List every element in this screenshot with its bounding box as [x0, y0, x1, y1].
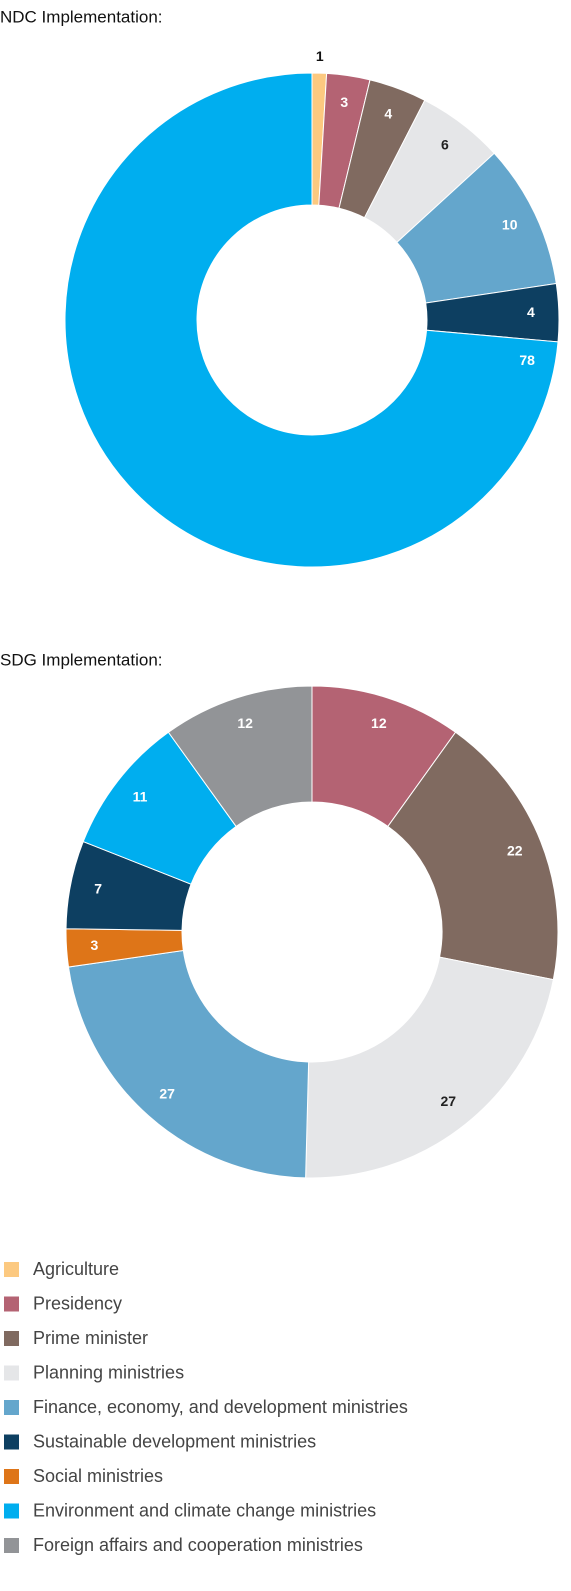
data-label: 4 — [527, 304, 535, 320]
legend-swatch — [4, 1469, 19, 1484]
donut-slice — [387, 731, 559, 981]
data-label: 1 — [316, 48, 324, 64]
data-label: 3 — [340, 94, 348, 110]
legend-label: Agriculture — [33, 1259, 119, 1279]
data-label: 4 — [384, 105, 392, 121]
legend-swatch — [4, 1365, 19, 1381]
data-label: 22 — [507, 843, 523, 859]
data-label: 7 — [94, 881, 102, 897]
data-label: 6 — [441, 137, 449, 153]
donut-slice — [64, 72, 559, 568]
chart-title: SDG Implementation: — [0, 650, 163, 669]
data-label: 12 — [371, 715, 387, 731]
legend-label: Sustainable development ministries — [33, 1431, 316, 1451]
legend-label: Finance, economy, and development minist… — [33, 1397, 408, 1417]
legend-label: Prime minister — [33, 1328, 148, 1348]
data-label: 78 — [519, 352, 535, 368]
data-label: 27 — [159, 1086, 175, 1102]
legend-label: Foreign affairs and cooperation ministri… — [33, 1535, 363, 1555]
legend-label: Presidency — [33, 1293, 122, 1313]
legend-label: Social ministries — [33, 1466, 163, 1486]
donut-slice — [67, 949, 310, 1179]
legend-label: Planning ministries — [33, 1362, 184, 1382]
legend-swatch — [4, 1434, 19, 1450]
data-label: 10 — [502, 217, 518, 233]
legend-swatch — [4, 1503, 19, 1519]
donut-slice — [305, 956, 554, 1179]
legend-swatch — [4, 1262, 19, 1277]
legend-label: Environment and climate change ministrie… — [33, 1500, 376, 1520]
chart-title: NDC Implementation: — [0, 7, 163, 26]
donut-slice — [167, 685, 313, 828]
legend-swatch — [4, 1538, 19, 1553]
data-label: 11 — [133, 789, 148, 805]
legend-swatch — [4, 1400, 19, 1415]
data-label: 12 — [237, 715, 253, 731]
data-label: 27 — [440, 1093, 456, 1109]
data-label: 3 — [91, 937, 99, 953]
legend-swatch — [4, 1296, 19, 1312]
legend-swatch — [4, 1331, 19, 1346]
